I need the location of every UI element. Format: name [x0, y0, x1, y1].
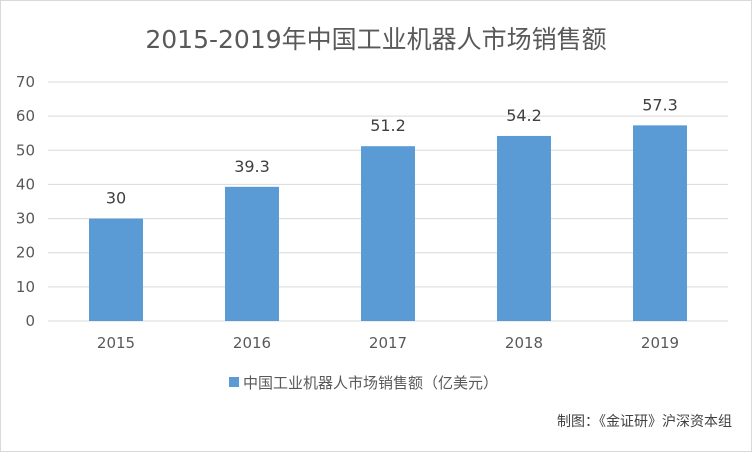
- legend: 中国工业机器人市场销售额（亿美元）: [229, 374, 498, 392]
- data-label: 30: [106, 189, 126, 208]
- y-axis: 0 10 20 30 40 50 60 70: [16, 73, 35, 330]
- legend-label: 中国工业机器人市场销售额（亿美元）: [243, 374, 498, 392]
- x-tick-label: 2018: [505, 334, 543, 352]
- y-tick-label: 10: [16, 278, 35, 296]
- bar: [497, 135, 551, 321]
- data-labels: 30 39.3 51.2 54.2 57.3: [106, 95, 678, 207]
- data-label: 57.3: [642, 95, 678, 114]
- x-tick-label: 2016: [233, 334, 271, 352]
- source-note: 制图：《金证研》沪深资本组: [557, 414, 732, 430]
- bars: [89, 125, 687, 322]
- x-axis: 2015 2016 2017 2018 2019: [97, 334, 679, 352]
- y-tick-label: 40: [16, 175, 35, 193]
- bar: [633, 125, 687, 322]
- chart-title: 2015-2019年中国工业机器人市场销售额: [145, 25, 606, 54]
- y-tick-label: 70: [16, 73, 35, 91]
- data-label: 39.3: [234, 157, 270, 176]
- y-tick-label: 0: [25, 312, 35, 330]
- y-tick-label: 60: [16, 107, 35, 125]
- bar: [89, 218, 143, 321]
- x-tick-label: 2019: [641, 334, 679, 352]
- data-label: 54.2: [506, 106, 542, 125]
- x-tick-label: 2017: [369, 334, 407, 352]
- y-tick-label: 50: [16, 141, 35, 159]
- data-label: 51.2: [370, 116, 406, 135]
- y-tick-label: 20: [16, 244, 35, 262]
- y-tick-label: 30: [16, 210, 35, 228]
- bar: [361, 146, 415, 321]
- x-tick-label: 2015: [97, 334, 135, 352]
- legend-swatch: [229, 377, 239, 387]
- bar: [225, 186, 279, 321]
